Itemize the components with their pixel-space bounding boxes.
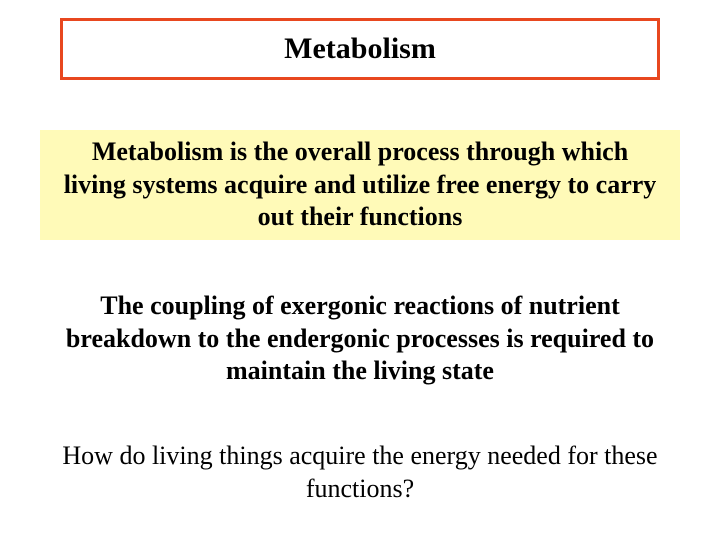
coupling-text-block: The coupling of exergonic reactions of n… — [40, 290, 680, 388]
title-text: Metabolism — [284, 32, 436, 66]
definition-text: Metabolism is the overall process throug… — [60, 136, 660, 234]
title-box: Metabolism — [60, 18, 660, 80]
definition-box: Metabolism is the overall process throug… — [40, 130, 680, 240]
question-text-block: How do living things acquire the energy … — [40, 440, 680, 505]
coupling-text: The coupling of exergonic reactions of n… — [66, 291, 654, 385]
question-text: How do living things acquire the energy … — [62, 441, 657, 503]
